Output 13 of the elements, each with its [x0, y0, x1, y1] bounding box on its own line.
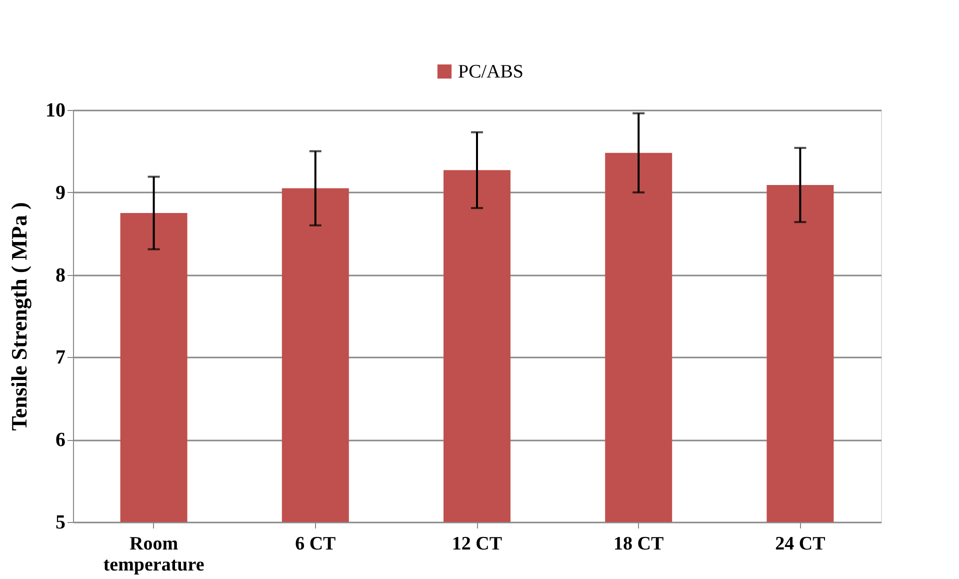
y-axis-title: Tensile Strength ( MPa ) [6, 202, 32, 431]
x-tick-label: 18 CT [614, 534, 664, 554]
x-tick-label: 24 CT [775, 534, 826, 554]
x-tick-label: 6 CT [295, 534, 336, 554]
legend-label: PC/ABS [458, 62, 524, 82]
y-tick-label: 9 [56, 182, 66, 204]
x-tick-label: 12 CT [452, 534, 502, 554]
y-tick-label: 6 [56, 429, 66, 452]
y-tick-label: 5 [56, 512, 66, 534]
y-tick-label: 10 [46, 100, 66, 122]
x-tick-label: Room temperature [103, 534, 204, 576]
y-tick-label: 7 [56, 346, 66, 369]
y-tick-label: 8 [56, 264, 66, 286]
